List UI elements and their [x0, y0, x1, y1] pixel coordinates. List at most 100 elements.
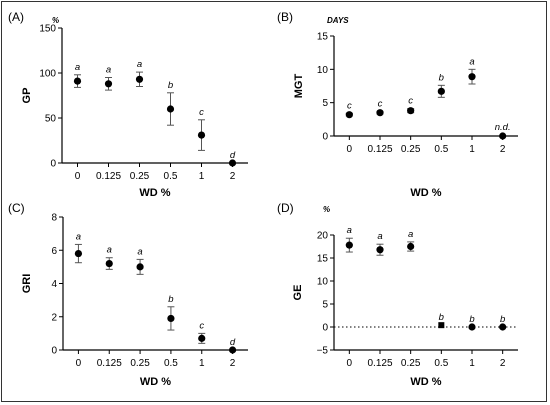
data-point — [468, 73, 476, 81]
data-point — [345, 111, 353, 119]
x-tick-label: 0.125 — [367, 358, 392, 369]
y-tick-label: 10 — [317, 65, 329, 76]
significance-letter: a — [75, 62, 80, 73]
y-tick-label: 150 — [39, 24, 56, 35]
chart-panel-2: (B) DAYS 0 5 10 15 0 0.125 0.25 0.5 1 2 WD % MGT c c c b a… — [277, 10, 518, 199]
x-tick-label: 0.125 — [367, 144, 392, 155]
x-axis-title: WD % — [140, 376, 171, 388]
significance-letter: b — [168, 294, 173, 305]
data-point — [499, 323, 507, 331]
data-point — [167, 314, 175, 323]
y-tick-label: −5 — [317, 346, 329, 357]
y-tick-label: 15 — [317, 32, 329, 43]
significance-letter: c — [408, 96, 413, 107]
y-tick-label: 0 — [51, 346, 57, 357]
chart-panel-1: (A) % 0 50 100 150 0 0.125 0.25 0.5 1 2 WD % GP a a a b c d — [8, 10, 248, 199]
data-point — [437, 87, 445, 95]
y-tick-label: 20 — [317, 231, 329, 242]
y-axis-title: GE — [292, 285, 304, 301]
data-point — [376, 109, 384, 117]
significance-letter: a — [469, 56, 474, 67]
data-point — [228, 346, 237, 354]
x-tick-label: 0.5 — [164, 171, 178, 182]
significance-letter: b — [439, 72, 444, 83]
significance-letter: c — [199, 320, 204, 331]
panel-label: (C) — [8, 201, 25, 215]
y-axis-title: MGT — [293, 74, 305, 99]
significance-letter: c — [378, 98, 383, 109]
data-point — [104, 80, 113, 88]
x-tick-label: 0.125 — [96, 171, 121, 182]
y-tick-label: 5 — [322, 98, 328, 109]
y-tick-label: 0 — [50, 159, 56, 170]
significance-letter: d — [230, 337, 236, 348]
significance-letter: a — [347, 225, 352, 236]
data-point — [197, 131, 206, 139]
data-point — [73, 77, 82, 85]
x-tick-label: 0.125 — [97, 358, 122, 369]
data-point — [105, 259, 113, 268]
x-tick-label: 2 — [500, 358, 506, 369]
significance-letter: a — [137, 246, 142, 257]
x-tick-label: 1 — [469, 144, 475, 155]
x-axis-title: WD % — [410, 376, 441, 388]
chart-panel-3: (C) 0 2 4 6 8 0 0.125 0.25 0.5 1 2 WD % GRI a a a b c d — [8, 201, 248, 388]
significance-letter: d — [230, 150, 236, 161]
significance-letter: a — [107, 245, 112, 256]
y-tick-label: 100 — [39, 69, 56, 80]
data-point — [407, 242, 415, 251]
data-point — [345, 241, 353, 249]
data-point — [468, 323, 476, 331]
data-point — [438, 322, 445, 329]
data-point — [74, 249, 83, 258]
y-tick-label: 4 — [51, 279, 57, 290]
x-tick-label: 1 — [199, 171, 205, 182]
x-tick-label: 2 — [500, 144, 506, 155]
x-axis-title: WD % — [410, 187, 441, 199]
data-point — [136, 263, 144, 271]
x-tick-label: 0.5 — [434, 358, 448, 369]
x-tick-label: 1 — [469, 358, 475, 369]
y-tick-label: 6 — [51, 246, 57, 257]
x-tick-label: 0.25 — [401, 358, 421, 369]
x-tick-label: 2 — [230, 358, 236, 369]
y-tick-label: 10 — [317, 277, 329, 288]
data-point — [166, 105, 175, 113]
significance-letter: a — [76, 231, 81, 242]
x-tick-label: 0.5 — [164, 358, 178, 369]
y-tick-label: 5 — [322, 300, 328, 311]
x-tick-label: 0 — [75, 171, 81, 182]
significance-letter: a — [408, 229, 413, 240]
y-tick-label: 0 — [322, 323, 328, 334]
significance-letter: a — [137, 59, 142, 70]
data-point — [376, 246, 384, 254]
significance-letter: c — [199, 107, 204, 118]
panel-label: (D) — [277, 201, 294, 215]
data-point — [228, 159, 237, 167]
significance-letter: b — [500, 314, 505, 325]
data-point — [499, 132, 507, 140]
x-tick-label: 0 — [347, 358, 353, 369]
x-tick-label: 1 — [199, 358, 205, 369]
y-tick-label: 15 — [317, 254, 329, 265]
significance-letter: n.d. — [495, 122, 511, 133]
y-tick-label: 2 — [51, 312, 57, 323]
data-point — [407, 107, 415, 115]
panel-label: (A) — [8, 10, 24, 24]
y-unit-label: % — [323, 205, 330, 214]
significance-letter: b — [469, 314, 474, 325]
x-tick-label: 0.5 — [434, 144, 448, 155]
x-tick-label: 0 — [76, 358, 82, 369]
data-point — [135, 75, 144, 83]
y-axis-title: GRI — [21, 274, 33, 294]
significance-letter: b — [439, 312, 444, 323]
significance-letter: a — [377, 231, 382, 242]
x-tick-label: 0.25 — [401, 144, 421, 155]
significance-letter: a — [106, 65, 111, 76]
x-tick-label: 2 — [230, 171, 236, 182]
x-tick-label: 0.25 — [130, 358, 150, 369]
y-tick-label: 50 — [45, 114, 57, 125]
y-unit-label: DAYS — [327, 16, 349, 25]
